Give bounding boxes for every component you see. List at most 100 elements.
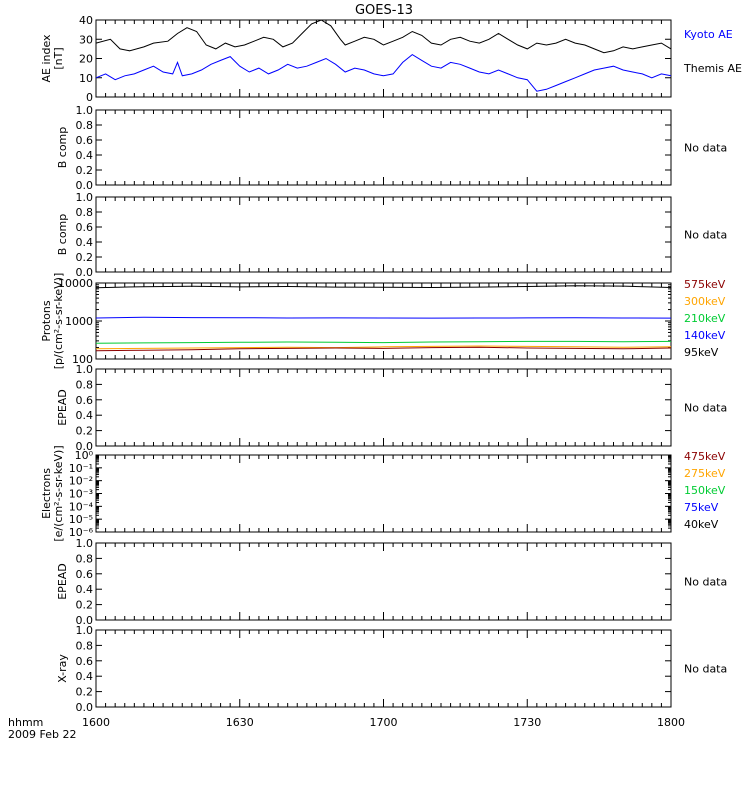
y-tick-label: 0.0	[76, 266, 94, 279]
legend-40kev: 40keV	[684, 518, 719, 531]
y-tick-label: 0.4	[76, 583, 94, 596]
legend-150kev: 150keV	[684, 484, 726, 497]
series-line-575kev	[95, 346, 672, 352]
y-tick-label: 0.8	[76, 206, 94, 219]
y-axis-label-line: [nT]	[52, 47, 65, 69]
y-tick-label: 0.2	[76, 686, 94, 699]
y-tick-label: 10⁻¹	[69, 462, 93, 475]
y-axis-label-line: [e/(cm²-s-sr-keV)]	[52, 445, 65, 541]
y-tick-label: 0.6	[76, 568, 94, 581]
y-axis-label: Electrons[e/(cm²-s-sr-keV)]	[40, 445, 65, 541]
x-tick-label: 1600	[82, 716, 110, 729]
y-tick-label: 0.4	[76, 409, 94, 422]
panel-frame	[95, 109, 672, 186]
panel-8: 0.0 0.2 0.4 0.6 0.8 1.0 X-ray No data	[56, 624, 727, 714]
y-axis-label: B comp	[56, 127, 69, 169]
y-tick-label: 0.0	[76, 179, 94, 192]
y-tick-label: 20	[79, 53, 93, 66]
legend-95kev: 95keV	[684, 346, 719, 359]
y-tick-label: 0.0	[76, 701, 94, 714]
no-data-label: No data	[684, 576, 727, 589]
y-tick-label: 10⁻³	[69, 488, 93, 501]
series-line-300kev	[95, 345, 672, 350]
y-tick-label: 0.8	[76, 552, 94, 565]
date-label: 2009 Feb 22	[8, 728, 76, 741]
no-data-label: No data	[684, 402, 727, 415]
y-tick-label: 0.4	[76, 149, 94, 162]
panel-frame	[95, 542, 672, 621]
legend-themis-ae: Themis AE	[683, 62, 742, 75]
no-data-label: No data	[684, 142, 727, 155]
y-tick-label: 0.4	[76, 236, 94, 249]
no-data-label: No data	[684, 663, 727, 676]
y-axis-label: AE index[nT]	[40, 34, 65, 83]
panel-frame	[95, 454, 672, 533]
x-tick-label: 1800	[657, 716, 685, 729]
y-tick-label: 1.0	[76, 191, 94, 204]
y-tick-label: 40	[79, 14, 93, 27]
y-tick-label: 0.2	[76, 425, 94, 438]
y-tick-label: 1000	[65, 315, 93, 328]
y-tick-label: 0.8	[76, 378, 94, 391]
panel-1: 0 10 20 30 40 AE index[nT] Kyoto AE Themis AE	[40, 14, 742, 104]
y-axis-label: Protons[p/(cm²-s-sr-keV)]	[40, 273, 65, 370]
y-tick-label: 0.8	[76, 119, 94, 132]
y-tick-label: 10	[79, 72, 93, 85]
y-tick-label: 0.6	[76, 134, 94, 147]
y-tick-label: 10⁻²	[69, 475, 93, 488]
panels: 0 10 20 30 40 AE index[nT] Kyoto AE Themis AE 0.…	[40, 14, 742, 714]
y-tick-label: 0.2	[76, 251, 94, 264]
legend-475kev: 475keV	[684, 450, 726, 463]
time-axis: 1600 1630 1700 1730 1800	[82, 716, 685, 729]
series-line-210kev	[95, 340, 672, 344]
y-axis-label: X-ray	[56, 654, 69, 683]
legend-140kev: 140keV	[684, 329, 726, 342]
legend-275kev: 275keV	[684, 467, 726, 480]
panel-3: 0.0 0.2 0.4 0.6 0.8 1.0 B comp No data	[56, 191, 727, 279]
y-tick-label: 10⁻⁵	[69, 513, 93, 526]
legend-75kev: 75keV	[684, 501, 719, 514]
y-tick-label: 0.6	[76, 394, 94, 407]
time-axis-label: hhmm	[8, 716, 43, 729]
x-tick-label: 1700	[370, 716, 398, 729]
y-tick-label: 10⁻⁴	[69, 500, 94, 513]
y-tick-label: 0.0	[76, 614, 94, 627]
panel-frame	[95, 368, 672, 447]
x-tick-label: 1730	[513, 716, 541, 729]
y-axis-label-line: AE index	[40, 34, 53, 83]
y-tick-label: 30	[79, 33, 93, 46]
y-axis-label: EPEAD	[56, 563, 69, 600]
no-data-label: No data	[684, 229, 727, 242]
y-tick-label: 0	[86, 91, 93, 104]
series-line-kyoto-ae	[95, 19, 672, 54]
y-tick-label: 100	[72, 353, 93, 366]
series-line-95kev	[95, 285, 672, 289]
y-tick-label: 0.8	[76, 639, 94, 652]
y-tick-label: 0.2	[76, 599, 94, 612]
y-tick-label: 1.0	[76, 363, 94, 376]
panel-2: 0.0 0.2 0.4 0.6 0.8 1.0 B comp No data	[56, 104, 727, 192]
y-tick-label: 1.0	[76, 624, 94, 637]
legend-kyoto-ae: Kyoto AE	[684, 28, 733, 41]
figure-title: GOES-13	[355, 3, 413, 18]
panel-7: 0.0 0.2 0.4 0.6 0.8 1.0 EPEAD No data	[56, 537, 727, 627]
y-axis-label: B comp	[56, 214, 69, 256]
panel-frame	[95, 196, 672, 273]
y-tick-label: 10000	[58, 277, 93, 290]
legend-210kev: 210keV	[684, 312, 726, 325]
y-tick-label: 0.0	[76, 440, 94, 453]
y-tick-label: 1.0	[76, 104, 94, 117]
y-axis-label-line: Electrons	[40, 468, 53, 519]
y-axis-label: EPEAD	[56, 389, 69, 426]
y-tick-label: 0.6	[76, 221, 94, 234]
y-tick-label: 1.0	[76, 537, 94, 550]
panel-5: 0.0 0.2 0.4 0.6 0.8 1.0 EPEAD No data	[56, 363, 727, 453]
legend-575kev: 575keV	[684, 278, 726, 291]
x-tick-label: 1630	[226, 716, 254, 729]
y-tick-label: 10⁰	[75, 449, 94, 462]
y-tick-label: 0.2	[76, 164, 94, 177]
legend-300kev: 300keV	[684, 295, 726, 308]
